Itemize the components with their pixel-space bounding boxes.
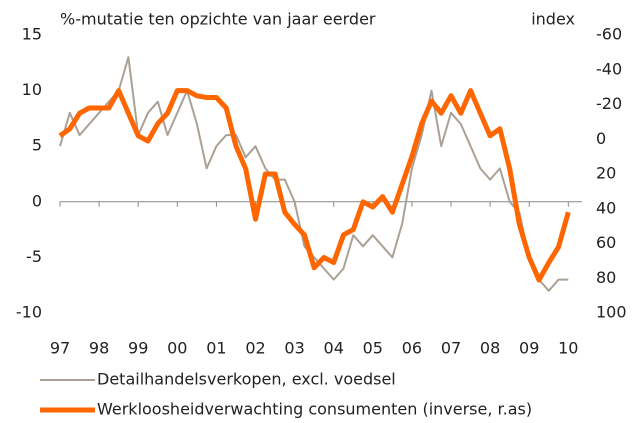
x-tick-label: 99: [128, 339, 148, 358]
y-tick-label: -5: [26, 247, 42, 266]
legend-label: Detailhandelsverkopen, excl. voedsel: [97, 370, 396, 389]
x-tick-label: 05: [363, 339, 383, 358]
x-tick-label: 00: [167, 339, 187, 358]
y-tick-label: 5: [32, 136, 42, 155]
x-tick-label: 08: [480, 339, 500, 358]
x-tick-label: 10: [558, 339, 578, 358]
y2-tick-label: 100: [596, 303, 627, 322]
x-tick-label: 04: [324, 339, 344, 358]
y2-axis-label: index: [531, 10, 575, 29]
y-tick-label: 15: [22, 25, 42, 44]
y2-tick-label: -40: [596, 59, 622, 78]
y2-tick-label: 0: [596, 129, 606, 148]
x-tick-label: 06: [402, 339, 422, 358]
y-tick-label: 10: [22, 80, 42, 99]
x-tick-label: 03: [284, 339, 304, 358]
x-tick-label: 02: [245, 339, 265, 358]
legend-label: Werkloosheidverwachting consumenten (inv…: [97, 400, 532, 419]
x-tick-label: 97: [50, 339, 70, 358]
x-tick-label: 01: [206, 339, 226, 358]
series-line: [58, 88, 571, 283]
y2-tick-label: 80: [596, 268, 616, 287]
series-line: [59, 56, 569, 292]
y2-tick-label: 60: [596, 233, 616, 252]
x-tick-label: 98: [89, 339, 109, 358]
x-tick-label: 07: [441, 339, 461, 358]
y2-tick-label: 40: [596, 198, 616, 217]
x-tick-label: 09: [519, 339, 539, 358]
y-tick-label: 0: [32, 191, 42, 210]
y-axis-label: %-mutatie ten opzichte van jaar eerder: [60, 10, 376, 29]
y2-tick-label: -20: [596, 94, 622, 113]
y2-tick-label: 20: [596, 164, 616, 183]
y-tick-label: -10: [16, 303, 42, 322]
y2-tick-label: -60: [596, 25, 622, 44]
